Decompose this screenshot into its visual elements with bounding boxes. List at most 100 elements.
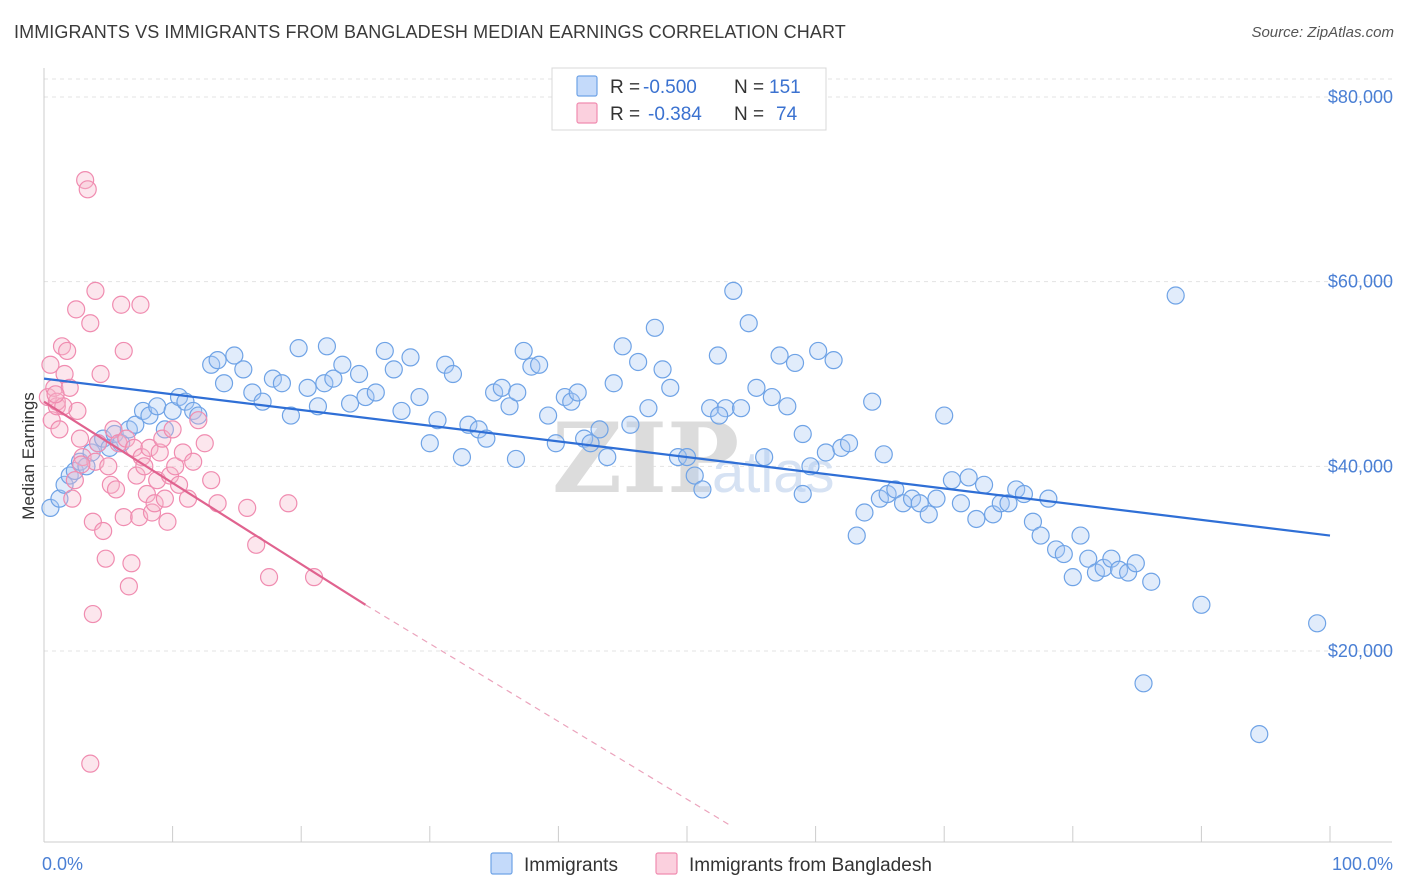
- bottom-legend-swatch-bangladesh[interactable]: [655, 852, 678, 875]
- point-immigrants: [598, 448, 617, 467]
- point-immigrants: [778, 397, 797, 416]
- point-bangladesh: [155, 489, 174, 508]
- point-immigrants: [1071, 526, 1090, 545]
- point-immigrants: [208, 351, 227, 370]
- point-immigrants: [55, 475, 74, 494]
- point-immigrants: [562, 392, 581, 411]
- point-immigrants: [568, 383, 587, 402]
- point-immigrants: [639, 399, 658, 418]
- point-bangladesh: [55, 364, 74, 384]
- point-bangladesh: [279, 494, 298, 513]
- legend-n-label-1: N =: [734, 77, 769, 98]
- point-immigrants: [253, 392, 272, 411]
- point-immigrants: [1308, 614, 1327, 633]
- point-immigrants: [349, 364, 369, 384]
- legend-r-label-1: R =: [610, 77, 645, 98]
- point-immigrants: [974, 475, 994, 494]
- point-immigrants: [366, 383, 385, 402]
- bottom-legend-swatch-immigrants[interactable]: [490, 852, 513, 875]
- point-immigrants: [1192, 595, 1211, 614]
- point-bangladesh: [50, 420, 69, 439]
- point-immigrants: [1079, 549, 1098, 568]
- point-immigrants: [604, 374, 623, 393]
- y-axis-tick-labels: $20,000 $40,000 $60,000 $80,000: [1328, 87, 1393, 661]
- bottom-legend-label-immigrants[interactable]: Immigrants: [524, 855, 618, 876]
- point-bangladesh: [72, 455, 91, 474]
- point-bangladesh: [127, 466, 146, 485]
- point-immigrants: [724, 281, 743, 300]
- point-bangladesh: [114, 508, 133, 527]
- point-immigrants: [225, 346, 244, 365]
- point-bangladesh: [70, 429, 90, 448]
- point-immigrants: [452, 448, 472, 467]
- legend-r-label-2: R =: [610, 104, 645, 125]
- point-bangladesh: [58, 341, 77, 361]
- point-bangladesh: [195, 434, 214, 453]
- point-immigrants: [1039, 489, 1058, 508]
- point-immigrants: [919, 505, 938, 524]
- point-bangladesh: [96, 549, 115, 568]
- legend-n-value-1: 151: [769, 77, 801, 98]
- point-bangladesh: [81, 314, 100, 333]
- chart-title: IMMIGRANTS VS IMMIGRANTS FROM BANGLADESH…: [14, 22, 846, 42]
- legend-n-label-2: N =: [734, 104, 769, 125]
- point-immigrants: [809, 341, 828, 361]
- point-immigrants: [731, 399, 751, 418]
- point-immigrants: [317, 337, 337, 356]
- point-bangladesh: [238, 498, 257, 517]
- point-immigrants: [324, 369, 343, 388]
- point-bangladesh: [83, 512, 102, 531]
- point-immigrants: [847, 526, 866, 545]
- point-immigrants: [500, 397, 519, 416]
- series-legend: Immigrants Immigrants from Bangladesh: [490, 852, 932, 876]
- point-immigrants: [469, 420, 488, 439]
- point-bangladesh: [78, 180, 97, 199]
- bottom-legend-label-bangladesh[interactable]: Immigrants from Bangladesh: [689, 855, 932, 876]
- y-tick-label: $80,000: [1328, 87, 1393, 107]
- point-immigrants: [739, 314, 758, 333]
- point-immigrants: [443, 364, 463, 384]
- point-immigrants: [1126, 554, 1145, 573]
- point-immigrants: [855, 503, 874, 522]
- correlation-legend: R = -0.500 N = 151 R = -0.384 N = 74: [551, 67, 827, 131]
- point-immigrants: [315, 374, 334, 393]
- point-immigrants: [629, 352, 648, 372]
- point-bangladesh: [112, 295, 131, 314]
- point-immigrants: [793, 484, 812, 504]
- point-immigrants: [1054, 544, 1073, 564]
- point-bangladesh: [114, 341, 133, 361]
- point-bangladesh: [158, 512, 177, 531]
- point-immigrants: [243, 383, 262, 402]
- point-immigrants: [514, 341, 533, 361]
- point-bangladesh: [189, 411, 208, 430]
- point-immigrants: [492, 378, 511, 397]
- point-immigrants: [298, 378, 317, 397]
- point-bangladesh: [153, 429, 172, 448]
- point-immigrants: [189, 406, 208, 425]
- point-immigrants: [621, 415, 640, 434]
- point-bangladesh: [106, 480, 126, 499]
- point-bangladesh: [145, 494, 164, 513]
- point-immigrants: [959, 468, 978, 487]
- point-immigrants: [693, 480, 712, 499]
- point-bangladesh: [94, 521, 113, 541]
- point-immigrants: [839, 434, 859, 453]
- point-immigrants: [951, 494, 971, 513]
- point-immigrants: [546, 434, 565, 453]
- point-immigrants: [82, 443, 101, 462]
- y-tick-label: $60,000: [1328, 272, 1393, 292]
- point-bangladesh: [150, 443, 169, 462]
- point-immigrants: [508, 383, 527, 402]
- point-immigrants: [436, 355, 455, 374]
- point-immigrants: [967, 509, 986, 529]
- point-bangladesh: [42, 411, 61, 430]
- trend-line-bangladesh-extension: [365, 604, 733, 827]
- point-immigrants: [824, 351, 843, 370]
- point-immigrants: [1094, 558, 1113, 578]
- point-immigrants: [1166, 286, 1185, 305]
- point-immigrants: [942, 471, 962, 490]
- point-immigrants: [1023, 512, 1043, 531]
- point-bangladesh: [41, 355, 60, 374]
- point-immigrants: [333, 355, 352, 374]
